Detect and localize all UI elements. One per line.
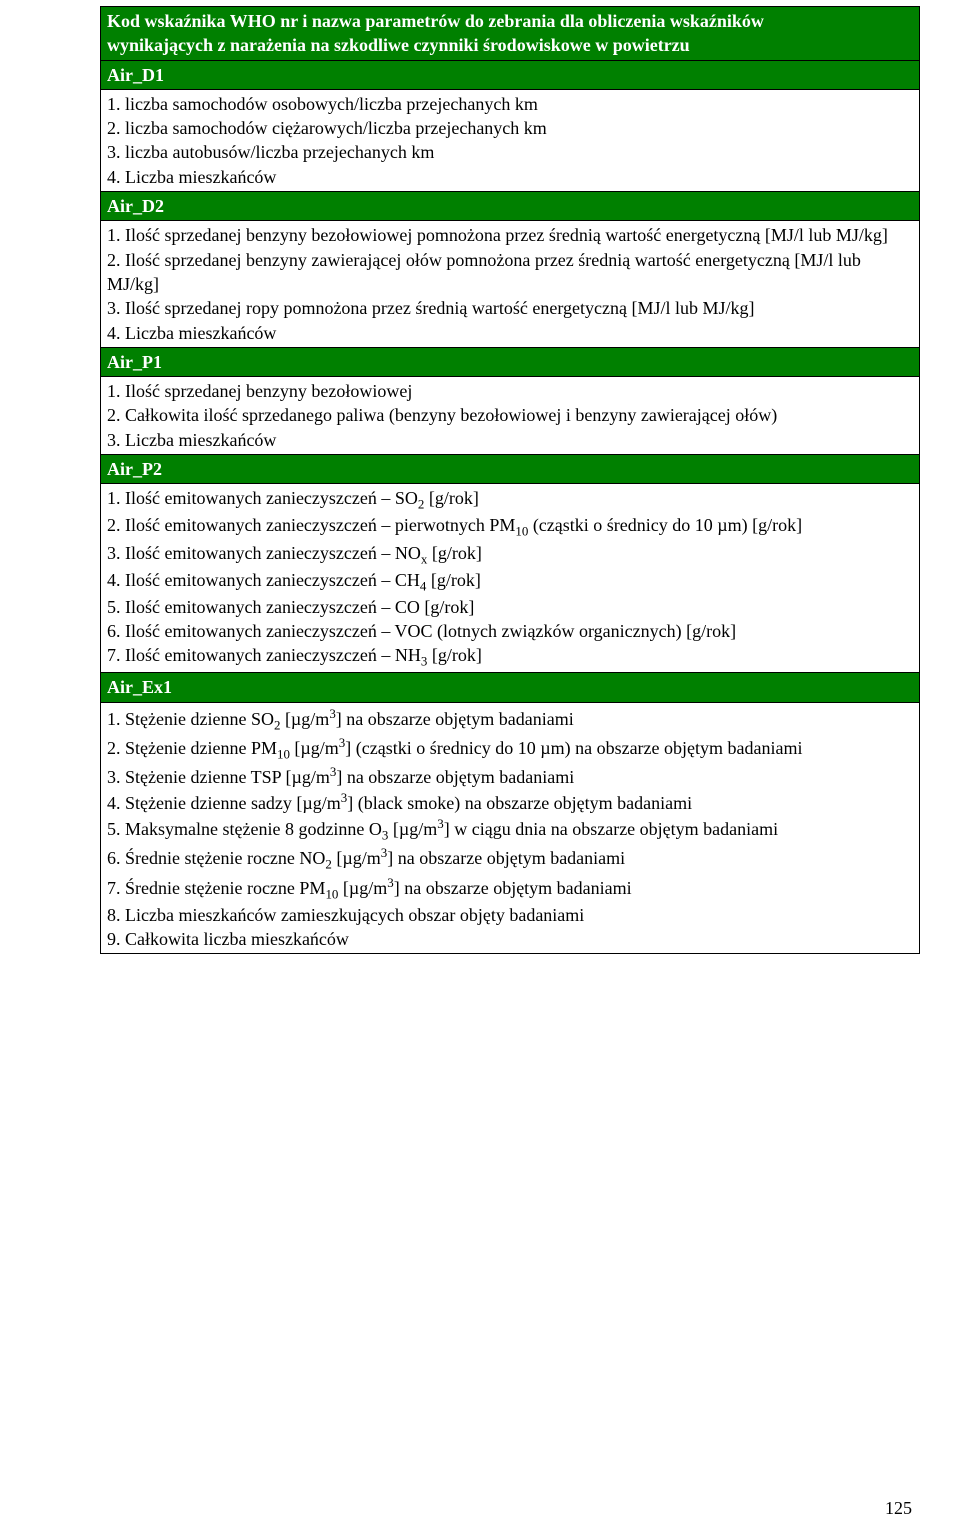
indicators-body: Air_D11. liczba samochodów osobowych/lic…: [100, 60, 920, 955]
section-code: Air_P1: [101, 347, 920, 376]
section-code: Air_D2: [101, 192, 920, 221]
section-content: 1. Ilość sprzedanej benzyny bezołowiowej…: [101, 221, 920, 347]
page: Kod wskaźnika WHO nr i nazwa parametrów …: [0, 0, 960, 1537]
header-line2: wynikających z narażenia na szkodliwe cz…: [107, 35, 690, 55]
section-code: Air_Ex1: [101, 673, 920, 702]
section-content: 1. Ilość sprzedanej benzyny bezołowiowej…: [101, 377, 920, 455]
section-content: 1. Ilość emitowanych zanieczyszczeń – SO…: [101, 484, 920, 673]
table-header: Kod wskaźnika WHO nr i nazwa parametrów …: [101, 7, 920, 61]
section-content: 1. Stężenie dzienne SO2 [µg/m3] na obsza…: [101, 702, 920, 954]
section-code: Air_D1: [101, 60, 920, 89]
indicators-table: Kod wskaźnika WHO nr i nazwa parametrów …: [100, 6, 920, 61]
section-code: Air_P2: [101, 455, 920, 484]
section-content: 1. liczba samochodów osobowych/liczba pr…: [101, 89, 920, 191]
page-number: 125: [885, 1498, 912, 1519]
header-line1: Kod wskaźnika WHO nr i nazwa parametrów …: [107, 11, 764, 31]
